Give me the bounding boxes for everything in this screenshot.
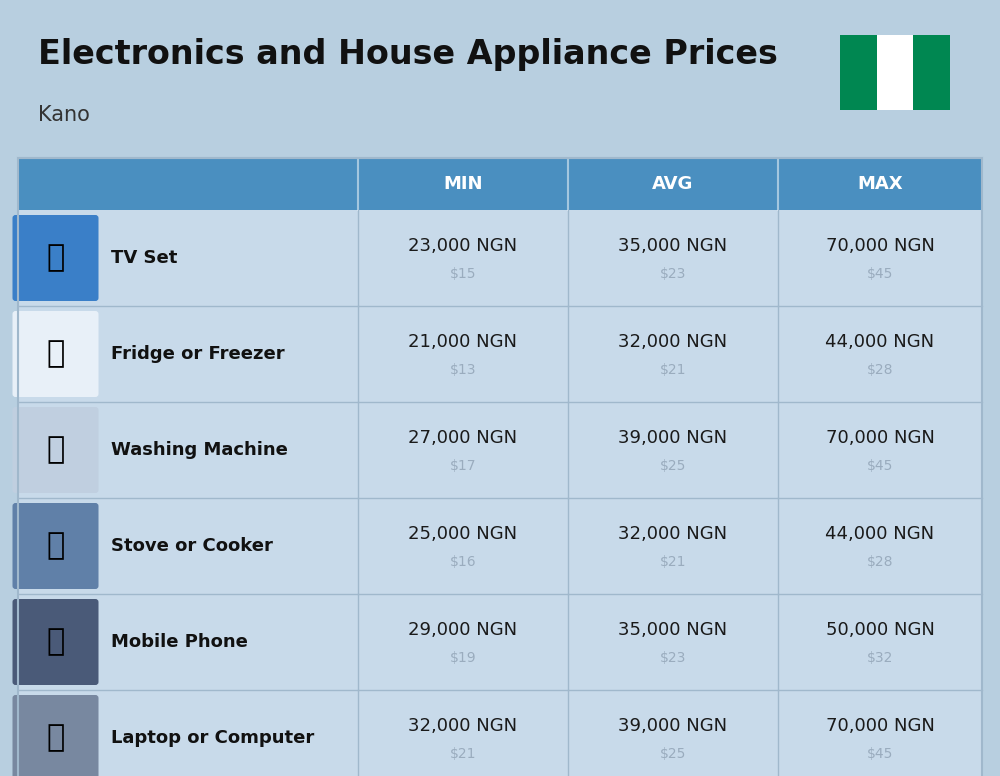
Text: $15: $15 xyxy=(450,267,476,281)
Text: Kano: Kano xyxy=(38,105,90,125)
Text: AVG: AVG xyxy=(652,175,694,193)
Text: $21: $21 xyxy=(660,555,686,569)
Text: 📱: 📱 xyxy=(46,628,65,656)
Text: 35,000 NGN: 35,000 NGN xyxy=(618,621,728,639)
Text: 📺: 📺 xyxy=(46,244,65,272)
Text: 21,000 NGN: 21,000 NGN xyxy=(409,333,518,351)
Text: 29,000 NGN: 29,000 NGN xyxy=(408,621,518,639)
Text: $21: $21 xyxy=(450,747,476,761)
Text: 70,000 NGN: 70,000 NGN xyxy=(826,237,934,255)
Text: $23: $23 xyxy=(660,267,686,281)
Text: $32: $32 xyxy=(867,651,893,665)
FancyBboxPatch shape xyxy=(12,407,98,493)
Text: 44,000 NGN: 44,000 NGN xyxy=(825,333,935,351)
Bar xyxy=(913,35,950,110)
Text: 32,000 NGN: 32,000 NGN xyxy=(618,333,728,351)
Text: 23,000 NGN: 23,000 NGN xyxy=(408,237,518,255)
Bar xyxy=(18,498,982,594)
Text: 32,000 NGN: 32,000 NGN xyxy=(618,525,728,543)
Text: $25: $25 xyxy=(660,459,686,473)
Bar xyxy=(18,210,982,306)
Text: Washing Machine: Washing Machine xyxy=(111,441,288,459)
Text: 70,000 NGN: 70,000 NGN xyxy=(826,429,934,447)
Text: 39,000 NGN: 39,000 NGN xyxy=(618,429,728,447)
Text: 🧺: 🧺 xyxy=(46,435,65,465)
Text: 44,000 NGN: 44,000 NGN xyxy=(825,525,935,543)
Text: Laptop or Computer: Laptop or Computer xyxy=(111,729,314,747)
Text: Fridge or Freezer: Fridge or Freezer xyxy=(111,345,285,363)
Text: 27,000 NGN: 27,000 NGN xyxy=(408,429,518,447)
Text: 💻: 💻 xyxy=(46,723,65,753)
Text: 25,000 NGN: 25,000 NGN xyxy=(408,525,518,543)
Text: $28: $28 xyxy=(867,363,893,377)
Bar xyxy=(18,690,982,776)
Bar xyxy=(18,158,982,776)
Text: $17: $17 xyxy=(450,459,476,473)
Bar xyxy=(18,306,982,402)
Text: $16: $16 xyxy=(450,555,476,569)
FancyBboxPatch shape xyxy=(12,503,98,589)
Text: MIN: MIN xyxy=(443,175,483,193)
Text: $25: $25 xyxy=(660,747,686,761)
Text: $23: $23 xyxy=(660,651,686,665)
Text: $13: $13 xyxy=(450,363,476,377)
Bar xyxy=(877,35,913,110)
FancyBboxPatch shape xyxy=(12,215,98,301)
Bar xyxy=(18,402,982,498)
Text: 50,000 NGN: 50,000 NGN xyxy=(826,621,934,639)
Text: $19: $19 xyxy=(450,651,476,665)
Bar xyxy=(18,594,982,690)
Text: 39,000 NGN: 39,000 NGN xyxy=(618,717,728,735)
Text: 35,000 NGN: 35,000 NGN xyxy=(618,237,728,255)
Text: Electronics and House Appliance Prices: Electronics and House Appliance Prices xyxy=(38,38,778,71)
Text: $45: $45 xyxy=(867,747,893,761)
FancyBboxPatch shape xyxy=(12,599,98,685)
Text: 🔥: 🔥 xyxy=(46,532,65,560)
Bar xyxy=(18,158,982,210)
Text: Mobile Phone: Mobile Phone xyxy=(111,633,248,651)
Text: 70,000 NGN: 70,000 NGN xyxy=(826,717,934,735)
Bar xyxy=(840,35,877,110)
FancyBboxPatch shape xyxy=(12,311,98,397)
Text: MAX: MAX xyxy=(857,175,903,193)
Text: $45: $45 xyxy=(867,459,893,473)
Text: Stove or Cooker: Stove or Cooker xyxy=(111,537,273,555)
Text: 32,000 NGN: 32,000 NGN xyxy=(408,717,518,735)
FancyBboxPatch shape xyxy=(12,695,98,776)
Text: $28: $28 xyxy=(867,555,893,569)
Text: 🧊: 🧊 xyxy=(46,340,65,369)
Text: TV Set: TV Set xyxy=(111,249,177,267)
Text: $21: $21 xyxy=(660,363,686,377)
Text: $45: $45 xyxy=(867,267,893,281)
